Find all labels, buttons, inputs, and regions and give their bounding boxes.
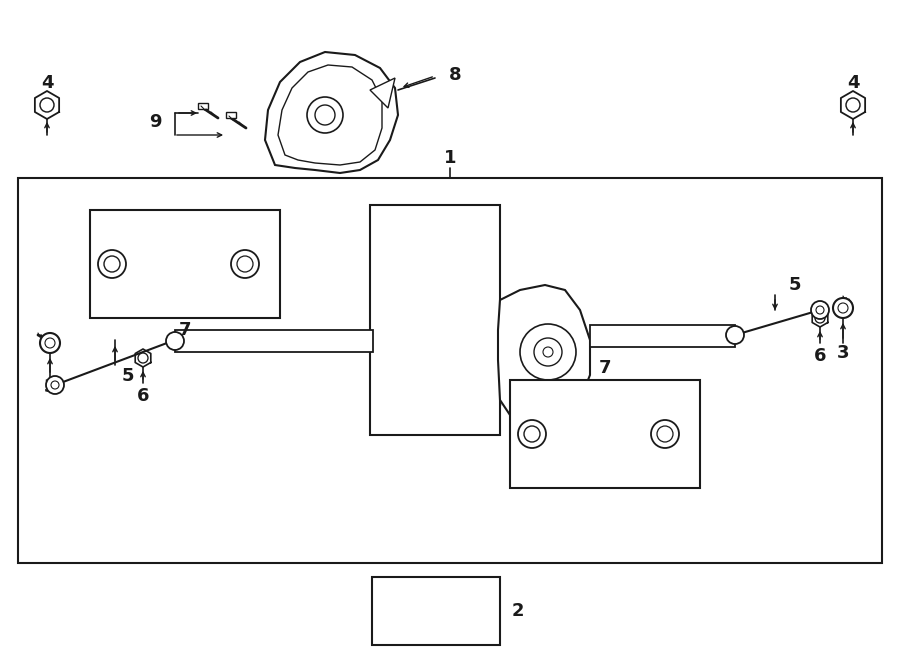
Circle shape bbox=[518, 420, 546, 448]
Circle shape bbox=[524, 426, 540, 442]
Circle shape bbox=[445, 633, 452, 641]
Text: 6: 6 bbox=[137, 387, 149, 405]
Bar bbox=[510, 380, 700, 488]
Text: 4: 4 bbox=[40, 74, 53, 92]
Circle shape bbox=[651, 420, 679, 448]
Polygon shape bbox=[498, 285, 590, 420]
Bar bbox=[18, 178, 882, 563]
Circle shape bbox=[726, 326, 744, 344]
Circle shape bbox=[816, 306, 824, 314]
Text: 6: 6 bbox=[814, 347, 826, 365]
Text: 5: 5 bbox=[122, 367, 134, 385]
Circle shape bbox=[45, 338, 55, 348]
Circle shape bbox=[51, 381, 59, 389]
Text: 3: 3 bbox=[44, 378, 56, 396]
Circle shape bbox=[40, 98, 54, 112]
Circle shape bbox=[811, 301, 829, 319]
Circle shape bbox=[231, 250, 259, 278]
Circle shape bbox=[543, 347, 553, 357]
Bar bbox=[175, 330, 373, 352]
Circle shape bbox=[520, 324, 576, 380]
Circle shape bbox=[307, 97, 343, 133]
Polygon shape bbox=[370, 78, 395, 108]
Text: 3: 3 bbox=[837, 344, 850, 362]
Circle shape bbox=[838, 303, 848, 313]
Polygon shape bbox=[278, 65, 382, 165]
Text: 8: 8 bbox=[449, 66, 462, 84]
Bar bbox=[198, 103, 208, 109]
Circle shape bbox=[833, 298, 853, 318]
Bar bbox=[226, 112, 236, 118]
Text: 2: 2 bbox=[512, 602, 524, 620]
Circle shape bbox=[237, 256, 253, 272]
Circle shape bbox=[104, 256, 120, 272]
Bar bbox=[370, 205, 500, 435]
Circle shape bbox=[815, 313, 825, 323]
Bar bbox=[90, 210, 280, 318]
Circle shape bbox=[138, 353, 148, 363]
Circle shape bbox=[46, 376, 64, 394]
Circle shape bbox=[846, 98, 860, 112]
Text: 5: 5 bbox=[788, 276, 801, 294]
Text: 4: 4 bbox=[847, 74, 860, 92]
Text: 7: 7 bbox=[179, 321, 191, 339]
Text: 9: 9 bbox=[148, 113, 161, 131]
Bar bbox=[372, 577, 500, 645]
Polygon shape bbox=[265, 52, 398, 173]
Circle shape bbox=[315, 105, 335, 125]
Text: 1: 1 bbox=[444, 149, 456, 167]
Circle shape bbox=[98, 250, 126, 278]
Circle shape bbox=[40, 333, 60, 353]
Bar bbox=[590, 325, 735, 347]
Circle shape bbox=[534, 338, 562, 366]
Circle shape bbox=[166, 332, 184, 350]
Text: 7: 7 bbox=[598, 359, 611, 377]
Circle shape bbox=[657, 426, 673, 442]
Circle shape bbox=[404, 633, 412, 641]
